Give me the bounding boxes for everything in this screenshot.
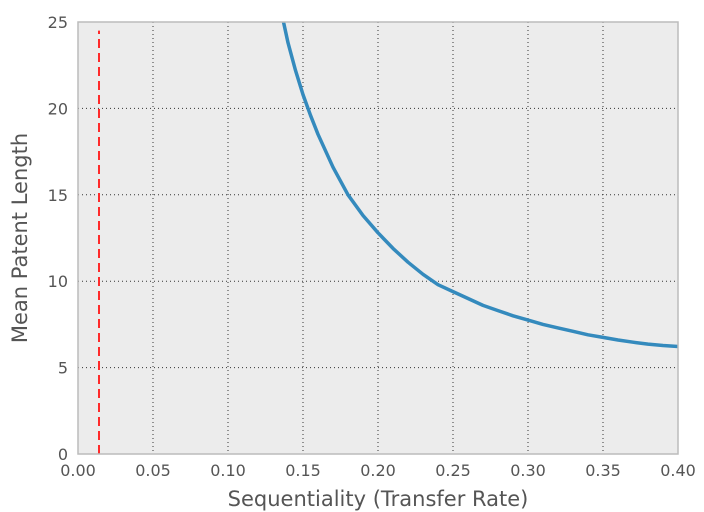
y-axis-label: Mean Patent Length (8, 133, 32, 343)
x-axis-label: Sequentiality (Transfer Rate) (228, 487, 529, 511)
ticks: 0.00 0.05 0.10 0.15 0.20 0.25 0.30 0.35 0.40 0 5 10… (48, 13, 696, 480)
y-tick-label: 15 (48, 186, 68, 205)
series-layer (98, 21, 679, 454)
series-line (281, 21, 679, 349)
x-tick-label: 0.05 (135, 461, 171, 480)
y-tick-label: 5 (58, 359, 68, 378)
x-tick-label: 0.25 (435, 461, 471, 480)
plot-frame (77, 21, 679, 455)
x-tick-label: 0.00 (60, 461, 96, 480)
y-tick-label: 10 (48, 272, 68, 291)
y-tick-label: 25 (48, 13, 68, 32)
x-tick-label: 0.15 (285, 461, 321, 480)
x-tick-label: 0.20 (360, 461, 396, 480)
y-tick-label: 20 (48, 99, 68, 118)
x-tick-label: 0.40 (660, 461, 696, 480)
x-tick-label: 0.30 (510, 461, 546, 480)
y-tick-label: 0 (58, 445, 68, 464)
x-tick-label: 0.10 (210, 461, 246, 480)
x-tick-label: 0.35 (585, 461, 621, 480)
